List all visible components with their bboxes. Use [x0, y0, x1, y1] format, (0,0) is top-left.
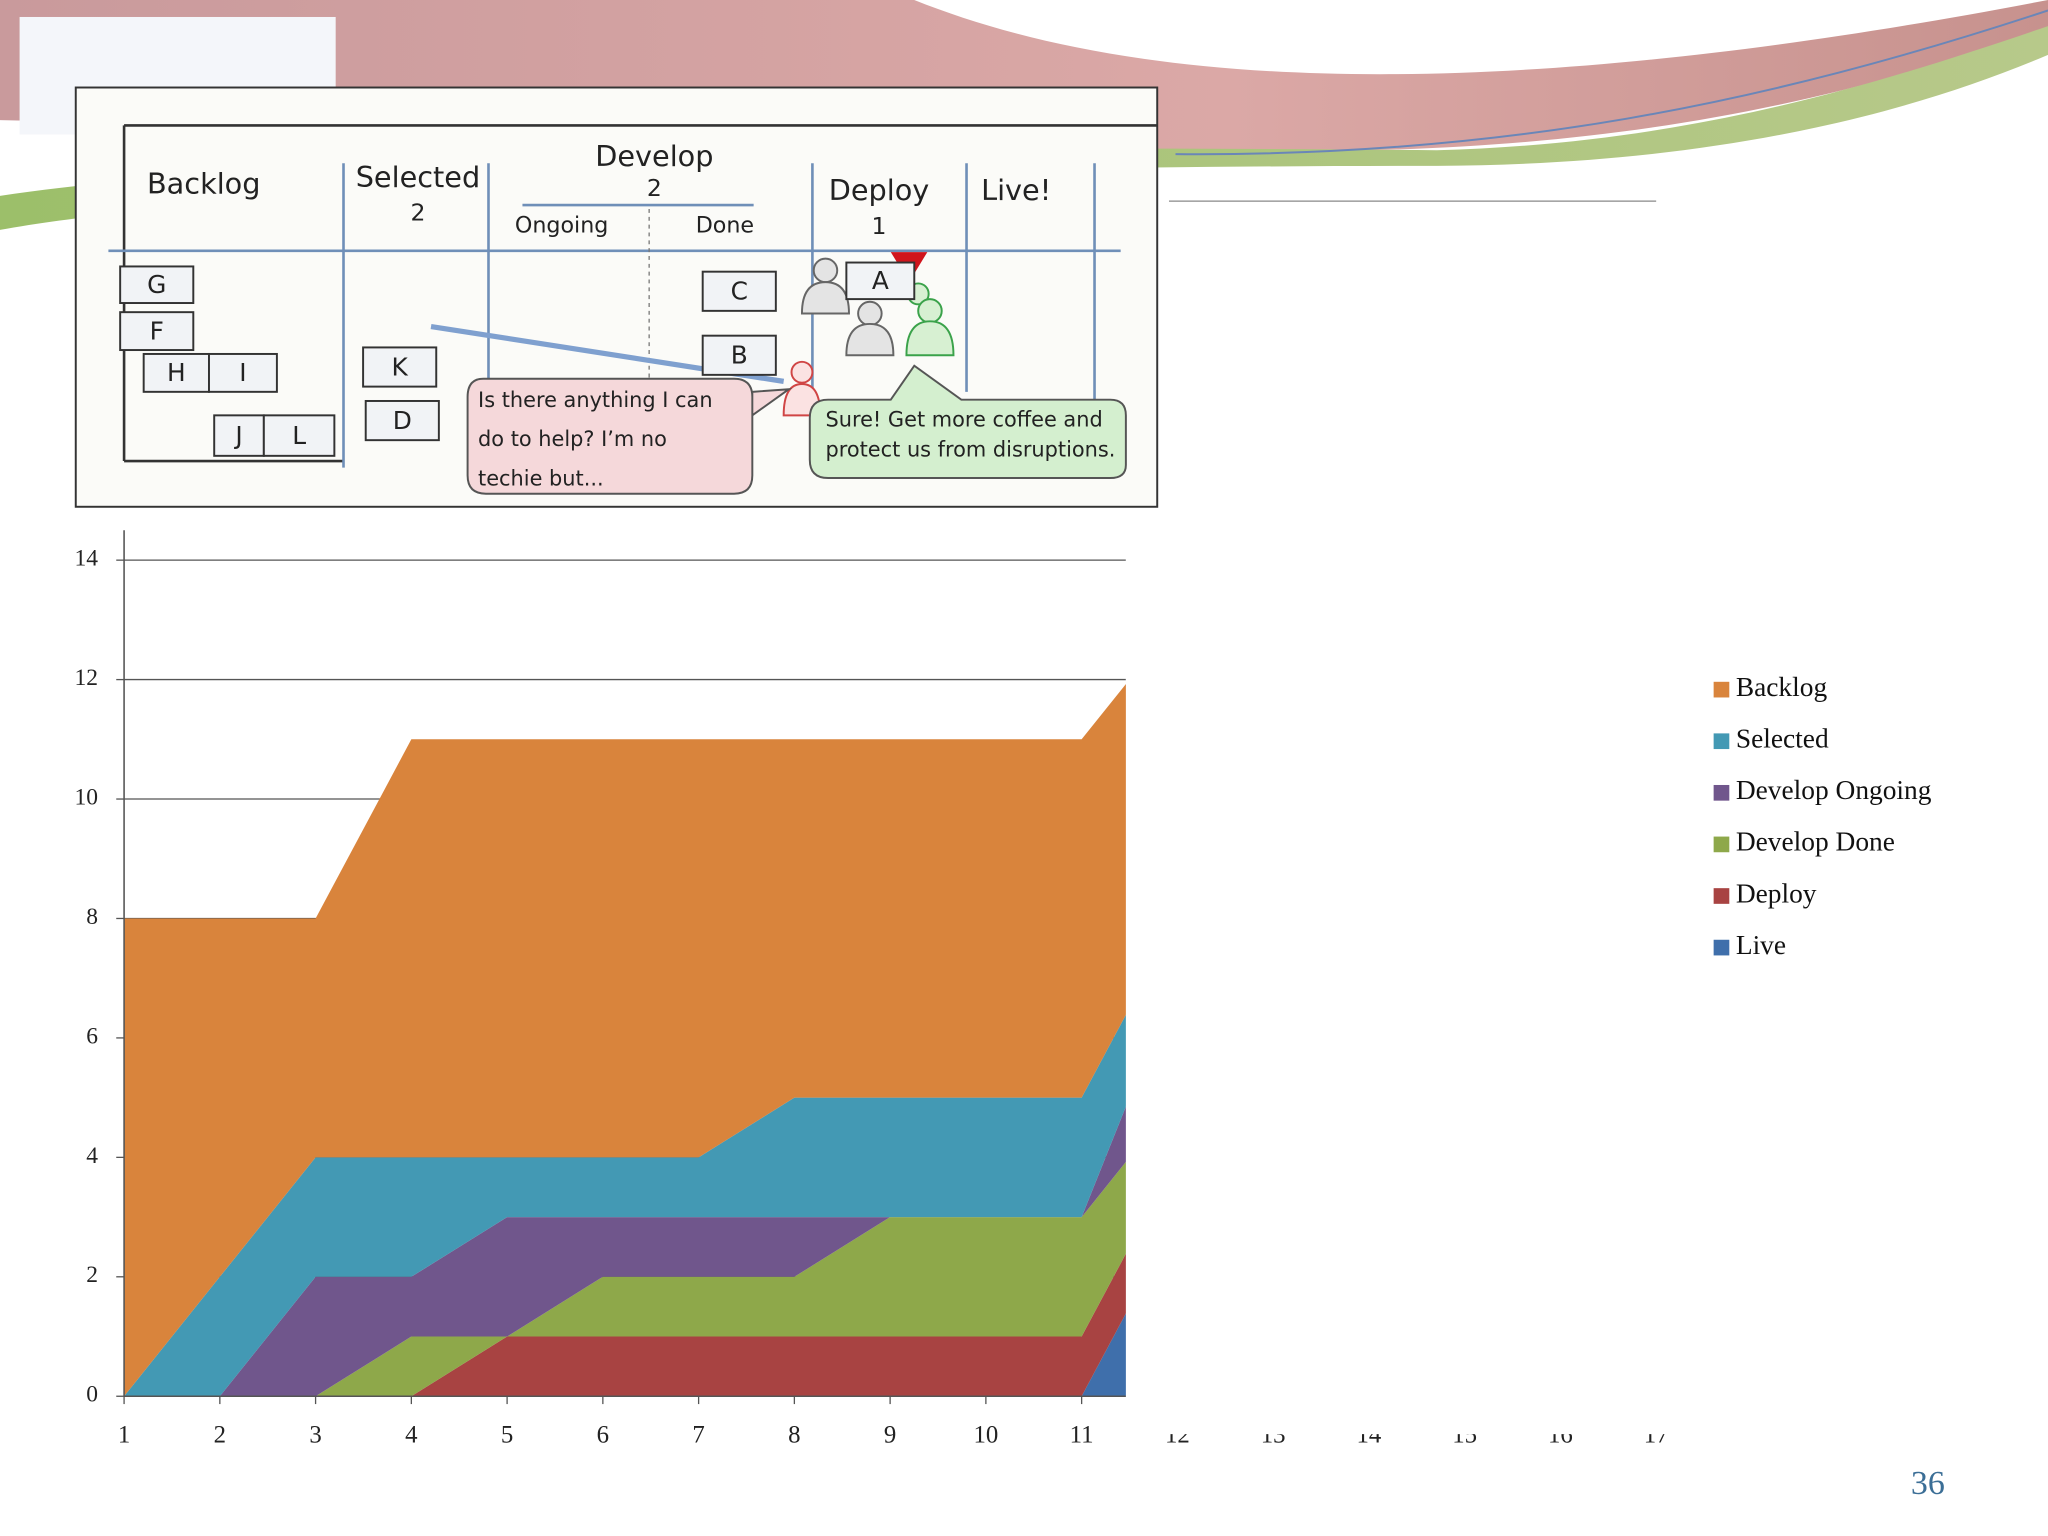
legend-label: Deploy [1736, 878, 1817, 908]
chart: 0 2 4 6 8 10 12 14 [74, 530, 1657, 1408]
legend-swatch [1713, 733, 1730, 750]
x-tick-label: 9 [884, 1421, 896, 1448]
y-tick-label: 6 [86, 1023, 98, 1049]
y-tick-label: 8 [86, 904, 98, 930]
card-label: G [147, 270, 166, 299]
x-tick-label: 8 [788, 1421, 800, 1448]
card [142, 352, 210, 393]
column-subtitle: Ongoing [515, 212, 609, 238]
legend-swatch [1713, 836, 1730, 853]
column-title: Live! [981, 173, 1051, 207]
y-tick-label: 10 [74, 784, 98, 810]
card [701, 334, 777, 376]
card-label: I [239, 358, 246, 387]
card [362, 346, 438, 388]
legend-swatch [1713, 939, 1730, 956]
column-title: Backlog [147, 166, 261, 200]
card [364, 400, 440, 442]
column-limit: 2 [647, 174, 662, 202]
x-tick-label: 1 [118, 1421, 130, 1448]
card-label: A [872, 266, 889, 295]
legend-label: Selected [1736, 724, 1829, 754]
x-tick-label: 7 [692, 1421, 704, 1448]
legend-label: Backlog [1736, 672, 1828, 702]
label-cover [1149, 1409, 1698, 1435]
x-tick-label: 2 [214, 1421, 226, 1448]
y-tick-label: 0 [86, 1382, 98, 1408]
x-tick-label: 3 [309, 1421, 321, 1448]
card [701, 270, 777, 312]
legend-label: Develop Ongoing [1736, 775, 1932, 805]
card-label: J [233, 421, 242, 450]
card-label: H [167, 358, 186, 387]
y-tick-label: 12 [74, 665, 98, 691]
bubble-text: Sure! Get more coffee and [825, 408, 1102, 432]
y-tick-label: 4 [86, 1143, 98, 1169]
column-title: Selected [356, 160, 481, 194]
x-tick-label: 5 [501, 1421, 513, 1448]
column-limit: 1 [872, 212, 887, 240]
x-tick-label: 10 [973, 1421, 998, 1448]
card [119, 265, 195, 304]
card [262, 414, 336, 457]
x-tick-label: 4 [405, 1421, 418, 1448]
legend-swatch [1713, 888, 1730, 904]
bubble-text: Is there anything I can [478, 388, 713, 412]
legend-label: Develop Done [1736, 827, 1895, 857]
area [124, 978, 1178, 1397]
x-tick-label: 11 [1070, 1421, 1094, 1448]
card-label: K [392, 352, 409, 381]
card-label: B [731, 341, 748, 370]
bubble-text: protect us from disruptions. [825, 438, 1115, 462]
x-tick-label: 6 [597, 1421, 609, 1448]
bubble-text: techie but... [478, 466, 604, 490]
column-limit: 2 [410, 199, 425, 227]
page-number: 36 [1911, 1465, 1945, 1502]
column-title: Deploy [829, 173, 930, 207]
card [845, 261, 916, 301]
card-label: D [393, 406, 412, 435]
card-label: F [150, 316, 164, 345]
legend-swatch [1713, 784, 1730, 801]
area [124, 619, 1178, 1397]
card-label: C [731, 277, 748, 306]
column-subtitle: Done [696, 212, 754, 238]
card-label: L [292, 421, 306, 450]
legend-swatch [1713, 681, 1730, 698]
y-tick-label: 2 [86, 1262, 98, 1288]
area [124, 1097, 1178, 1397]
cover [1125, 254, 1709, 1431]
column-title: Develop [595, 139, 713, 173]
card [208, 352, 278, 393]
bubble-text: do to help? I’m no [478, 427, 667, 451]
legend-label: Live [1736, 930, 1786, 960]
y-tick-label: 14 [74, 546, 98, 572]
card [119, 311, 195, 352]
